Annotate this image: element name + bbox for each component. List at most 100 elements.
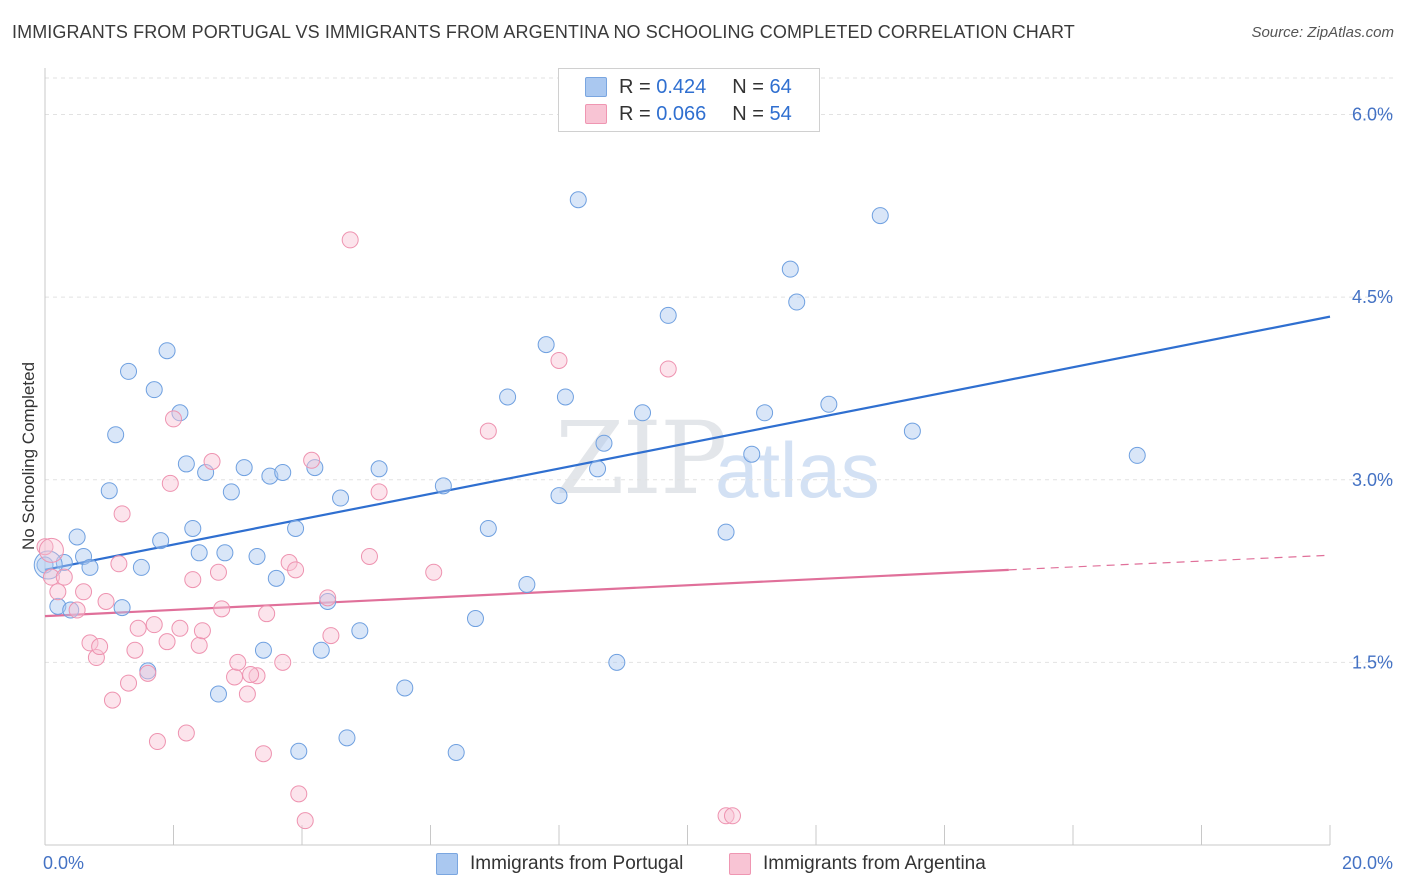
legend-n-value-argentina: 54 [769,102,792,125]
y-axis-label: No Schooling Completed [19,362,38,550]
legend-r-value-argentina: 0.066 [656,102,707,125]
point-argentina [103,691,121,709]
point-portugal [261,467,279,485]
point-portugal [370,460,388,478]
point-argentina [158,633,176,651]
point-argentina [139,664,157,682]
legend-row-portugal: R = 0.424 N = 64 [585,75,792,99]
point-argentina [129,619,147,637]
point-argentina [91,638,109,656]
point-portugal [158,342,176,360]
point-argentina [287,561,305,579]
point-portugal [197,463,215,481]
point-argentina [177,724,195,742]
point-argentina [717,807,735,825]
point-argentina [87,649,105,667]
point-argentina [113,505,131,523]
point-portugal [466,610,484,628]
point-portugal [152,532,170,550]
point-argentina [242,666,260,684]
point-portugal [717,523,735,541]
point-portugal [209,685,227,703]
point-argentina [209,563,227,581]
point-argentina [190,636,208,654]
point-argentina [193,622,211,640]
point-argentina [723,807,741,825]
point-argentina [370,483,388,501]
point-argentina [238,685,256,703]
point-argentina [55,568,73,586]
point-argentina [49,583,67,601]
point-portugal [33,550,63,580]
bottom-legend-swatch-portugal [436,853,458,875]
point-argentina [280,554,298,572]
y-tick-label: 4.5% [1352,287,1393,307]
point-argentina [322,627,340,645]
point-argentina [479,422,497,440]
point-argentina [97,593,115,611]
y-tick-label: 3.0% [1352,470,1393,490]
point-portugal [788,293,806,311]
points-argentina [36,231,741,830]
point-argentina [161,474,179,492]
x-tick-label: 20.0% [1342,853,1393,873]
point-argentina [184,571,202,589]
point-argentina [165,410,182,428]
point-portugal [68,528,86,546]
legend-swatch-portugal [585,77,607,97]
point-portugal [871,207,889,225]
chart-title: IMMIGRANTS FROM PORTUGAL VS IMMIGRANTS F… [12,22,1075,42]
trend-line-argentina [44,568,1009,618]
point-argentina [341,231,359,249]
point-portugal [659,306,677,324]
point-portugal [132,558,150,576]
point-argentina [36,538,54,556]
point-argentina [226,668,244,686]
bottom-legend-label-portugal: Immigrants from Portugal [470,853,684,874]
point-portugal [556,388,574,406]
point-portugal [569,191,587,209]
chart-source: Source: ZipAtlas.com [1251,24,1394,41]
y-tick-label: 6.0% [1352,105,1393,125]
point-portugal [171,404,189,422]
bottom-legend-swatch-argentina [729,853,751,875]
watermark-atlas: atlas [715,426,880,514]
legend-r-label: R = [619,75,651,98]
point-argentina [68,601,86,619]
point-portugal [743,445,761,463]
point-portugal [222,483,240,501]
point-portugal [235,459,253,477]
point-portugal [100,482,118,500]
point-argentina [659,360,677,378]
point-portugal [145,381,163,399]
trend-line-portugal [44,315,1331,571]
point-portugal [499,388,517,406]
point-argentina [296,812,314,830]
trend-lines [44,315,1331,618]
bottom-legend-label-argentina: Immigrants from Argentina [763,853,986,874]
point-argentina [550,351,568,369]
point-argentina [126,641,144,659]
point-portugal [319,593,337,611]
point-argentina [110,555,128,573]
point-argentina [145,616,163,634]
legend-r-label: R = [619,102,651,125]
legend-r-value-portugal: 0.424 [656,75,707,98]
point-argentina [38,537,64,563]
y-tick-label: 1.5% [1352,652,1393,672]
point-portugal [62,601,80,619]
point-portugal [113,599,131,617]
point-portugal [287,519,305,537]
point-argentina [274,653,292,671]
point-argentina [254,745,272,763]
point-portugal [518,575,536,593]
point-argentina [148,733,166,751]
point-portugal [550,487,568,505]
point-portugal [49,597,67,615]
legend-n-value-portugal: 64 [769,75,792,98]
point-argentina [81,634,99,652]
point-portugal [190,544,208,562]
point-portugal [332,489,350,507]
x-tick-label: 0.0% [43,853,84,873]
